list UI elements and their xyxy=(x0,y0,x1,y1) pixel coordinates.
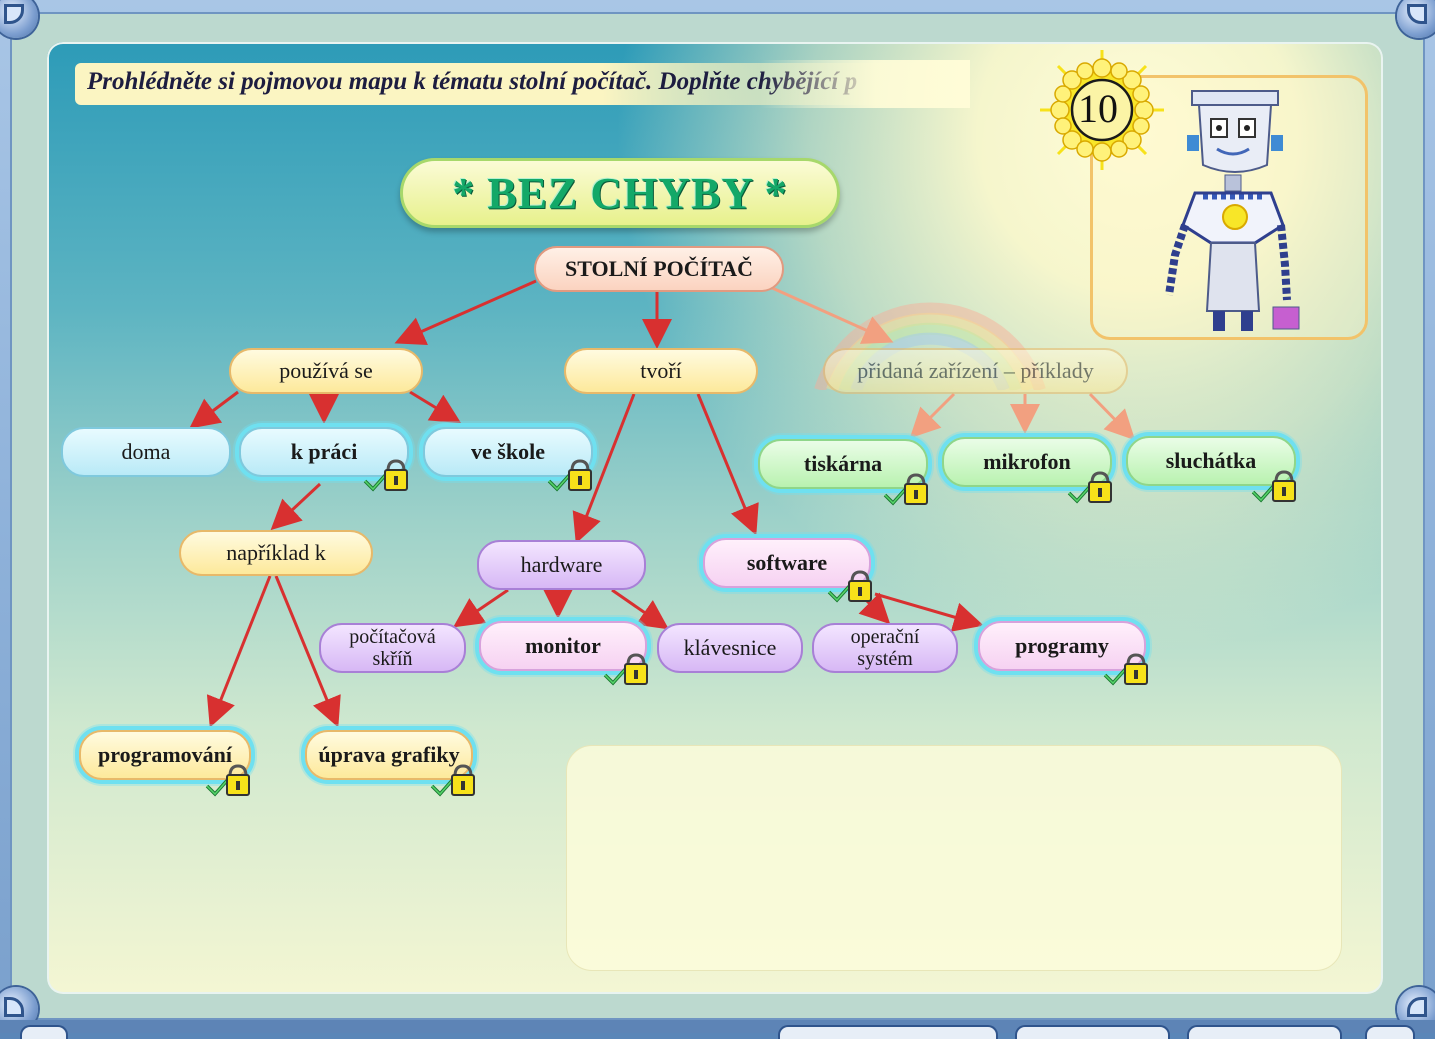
answer-slot-printer[interactable]: tiskárna xyxy=(758,439,928,489)
answer-slot-programs[interactable]: programy xyxy=(978,621,1146,671)
answer-slot-headphones[interactable]: sluchátka xyxy=(1126,436,1296,486)
answer-slot-work[interactable]: k práci xyxy=(239,427,409,477)
node-uses: používá se xyxy=(229,348,423,394)
answer-slot-programming[interactable]: programování xyxy=(79,730,251,780)
answer-slot-software[interactable]: software xyxy=(703,538,871,588)
node-example: například k xyxy=(179,530,373,576)
corner-button-top-right[interactable] xyxy=(1397,0,1435,38)
answer-slot-microphone[interactable]: mikrofon xyxy=(942,437,1112,487)
answer-slot-monitor[interactable]: monitor xyxy=(479,621,647,671)
success-title: * BEZ CHYBY * xyxy=(400,158,840,228)
node-os: operační systém xyxy=(812,623,958,673)
node-home: doma xyxy=(61,427,231,477)
node-root: STOLNÍ POČÍTAČ xyxy=(534,246,784,292)
node-keyboard: klávesnice xyxy=(657,623,803,673)
node-case: počítačová skříň xyxy=(319,623,466,673)
node-hardware: hardware xyxy=(477,540,646,590)
answer-slot-school[interactable]: ve škole xyxy=(423,427,593,477)
task-number: 10 xyxy=(1078,85,1118,131)
robot-mascot-image xyxy=(1165,90,1300,331)
node-devices: přidaná zařízení – příklady xyxy=(823,348,1128,394)
node-forms: tvoří xyxy=(564,348,758,394)
word-bank-area[interactable] xyxy=(566,745,1342,971)
instruction-fade xyxy=(760,60,970,108)
sun-counter-icon xyxy=(1040,50,1164,170)
answer-slot-graphics[interactable]: úprava grafiky xyxy=(305,730,473,780)
